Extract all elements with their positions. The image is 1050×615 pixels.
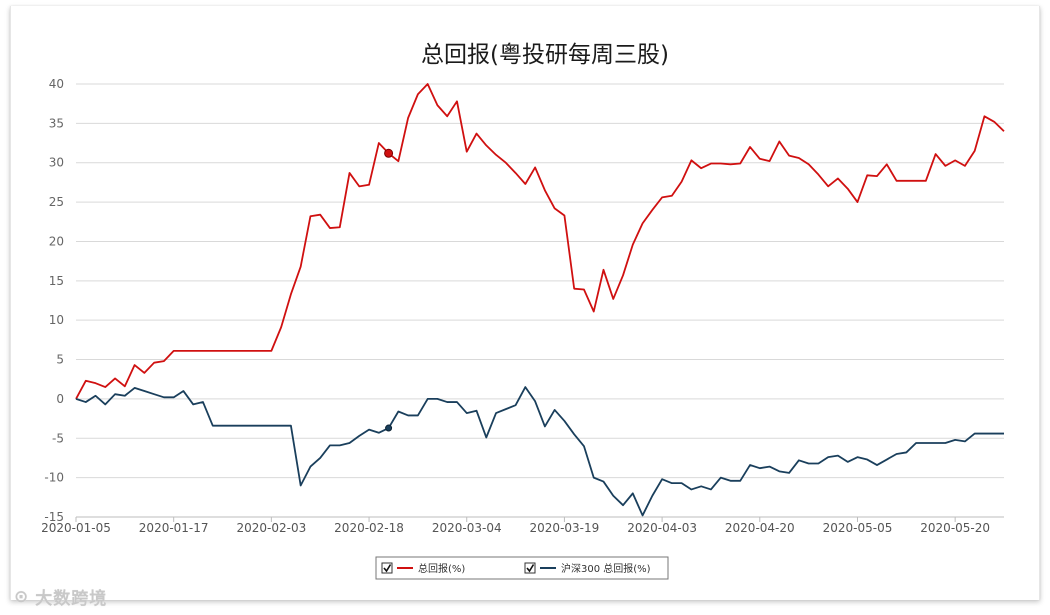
x-tick-label: 2020-05-05 <box>823 521 893 535</box>
watermark-logo-icon: ⊙ <box>14 586 30 607</box>
highlight-point-0[interactable] <box>384 148 394 158</box>
y-tick-label: -10 <box>44 471 64 485</box>
y-tick-label: 15 <box>49 274 64 288</box>
y-axis: -15 -10 -5 0 5 10 15 20 25 30 35 40 <box>44 77 64 524</box>
y-tick-label: 20 <box>49 234 64 248</box>
y-tick-label: 30 <box>49 156 64 170</box>
y-tick-label: -15 <box>44 510 64 524</box>
line-chart: 总回报(粤投研每周三股) -15 -10 -5 0 5 10 15 20 25 30 35 40 20… <box>41 42 1005 580</box>
y-tick-label: 40 <box>49 77 64 91</box>
watermark: ⊙ 大数跨境 <box>14 584 108 610</box>
y-tick-label: 35 <box>49 116 64 130</box>
y-tick-label: 5 <box>56 353 64 367</box>
series-line-0 <box>75 83 1005 400</box>
chart-title: 总回报(粤投研每周三股) <box>421 42 669 68</box>
checkmark-icon <box>383 564 392 573</box>
x-axis: 2020-01-05 2020-01-17 2020-02-03 2020-02-18… <box>41 517 990 535</box>
legend-label-csi300: 沪深300 总回报(%) <box>561 562 651 575</box>
x-tick-label: 2020-02-03 <box>236 521 306 535</box>
x-tick-label: 2020-02-18 <box>334 521 404 535</box>
legend-item-csi300[interactable]: 沪深300 总回报(%) <box>524 562 651 575</box>
y-tick-label: 0 <box>56 392 64 406</box>
x-tick-label: 2020-04-03 <box>627 521 697 535</box>
x-tick-label: 2020-04-20 <box>725 521 795 535</box>
legend-label-total-return: 总回报(%) <box>418 562 465 575</box>
grid-layer <box>76 83 1004 518</box>
legend-checkbox-csi300[interactable] <box>524 562 536 574</box>
x-tick-label: 2020-03-19 <box>530 521 600 535</box>
marker-layer <box>384 148 394 432</box>
legend-box <box>375 556 669 580</box>
legend-checkbox-total-return[interactable] <box>381 562 393 574</box>
x-tick-label: 2020-03-04 <box>432 521 502 535</box>
x-tick-label: 2020-01-05 <box>41 521 111 535</box>
x-tick-label: 2020-05-20 <box>920 521 990 535</box>
series-line-1 <box>75 386 1004 517</box>
legend: 总回报(%) 沪深300 总回报(%) <box>375 556 669 580</box>
checkmark-icon <box>526 564 535 573</box>
chart-card: 总回报(粤投研每周三股) -15 -10 -5 0 5 10 15 20 25 30 35 40 20… <box>10 6 1040 600</box>
x-tick-label: 2020-01-17 <box>139 521 209 535</box>
series-layer <box>75 83 1005 517</box>
y-tick-label: -5 <box>52 431 64 445</box>
highlight-point-1[interactable] <box>385 424 393 432</box>
watermark-text: 大数跨境 <box>35 589 108 609</box>
y-tick-label: 10 <box>49 313 64 327</box>
y-tick-label: 25 <box>49 195 64 209</box>
legend-item-total-return[interactable]: 总回报(%) <box>381 562 465 575</box>
